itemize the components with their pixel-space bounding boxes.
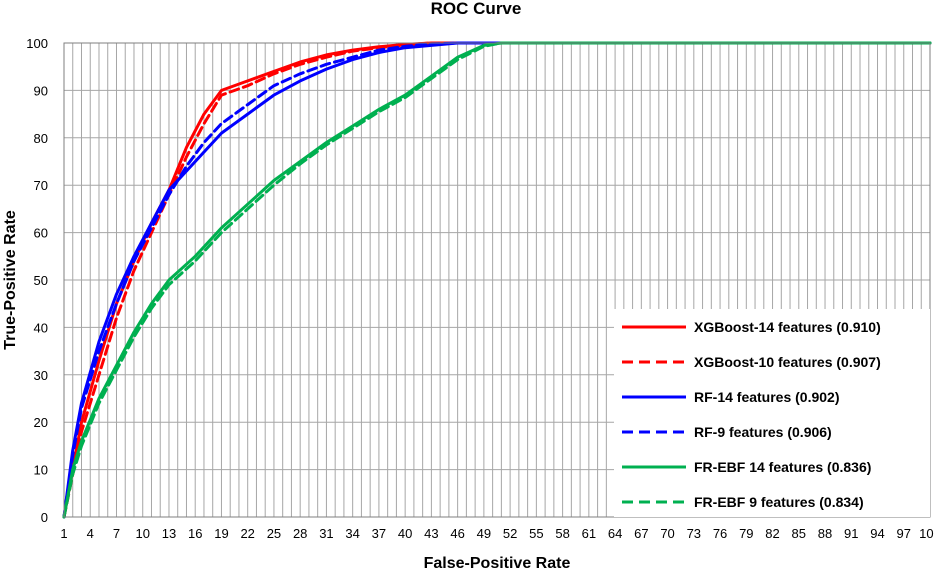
y-tick-label: 50 [34,273,48,288]
x-tick-label: 49 [477,526,491,541]
y-tick-label: 70 [34,178,48,193]
chart-title: ROC Curve [431,0,522,18]
y-tick-label: 60 [34,226,48,241]
x-tick-label: 1 [60,526,67,541]
y-tick-label: 10 [34,463,48,478]
x-tick-label: 37 [372,526,386,541]
x-tick-label: 40 [398,526,412,541]
x-tick-label: 25 [267,526,281,541]
x-tick-label: 64 [608,526,622,541]
y-tick-label: 100 [26,36,48,51]
x-tick-label: 79 [739,526,753,541]
x-tick-label: 43 [424,526,438,541]
series-line [62,41,932,519]
legend: XGBoost-14 features (0.910) XGBoost-10 fe… [614,309,930,517]
x-tick-label: 82 [765,526,779,541]
x-tick-label: 73 [687,526,701,541]
y-tick-label: 0 [41,510,48,525]
series-line [62,41,932,519]
legend-box [614,309,930,517]
x-tick-label: 58 [555,526,569,541]
x-tick-label: 31 [319,526,333,541]
x-tick-label: 94 [870,526,884,541]
x-tick-label: 61 [582,526,596,541]
legend-entry-label: XGBoost-10 features (0.907) [694,354,881,370]
x-tick-label: 70 [660,526,674,541]
x-tick-label: 22 [240,526,254,541]
x-tick-label: 91 [844,526,858,541]
x-tick-label: 10 [135,526,149,541]
x-tick-label: 100 [919,526,934,541]
x-tick-label: 13 [162,526,176,541]
x-tick-label: 67 [634,526,648,541]
plot-area-border [63,42,931,518]
legend-entry-label: FR-EBF 14 features (0.836) [694,459,871,475]
x-tick-label: 88 [818,526,832,541]
x-tick-label: 97 [897,526,911,541]
legend-entry-label: RF-14 features (0.902) [694,389,840,405]
legend-entry-label: RF-9 features (0.906) [694,424,832,440]
x-tick-label: 46 [450,526,464,541]
x-tick-label: 19 [214,526,228,541]
x-tick-label: 76 [713,526,727,541]
x-tick-label: 28 [293,526,307,541]
axis-layer: 0 10 20 30 40 50 60 70 80 90 100 1 4 7 10 13 16 19 22 25 28 3… [26,36,934,541]
y-tick-label: 80 [34,131,48,146]
x-tick-label: 52 [503,526,517,541]
x-axis-label: False-Positive Rate [424,555,571,570]
x-tick-label: 16 [188,526,202,541]
y-tick-label: 90 [34,83,48,98]
series-line [62,41,932,519]
y-tick-label: 30 [34,368,48,383]
y-axis-label: True-Positive Rate [2,210,19,350]
legend-entry-label: FR-EBF 9 features (0.834) [694,494,864,510]
x-tick-label: 34 [345,526,359,541]
legend-entry-label: XGBoost-14 features (0.910) [694,319,881,335]
x-tick-label: 55 [529,526,543,541]
x-tick-label: 4 [87,526,94,541]
x-tick-label: 85 [792,526,806,541]
y-tick-label: 40 [34,320,48,335]
y-tick-label: 20 [34,415,48,430]
x-tick-label: 7 [113,526,120,541]
